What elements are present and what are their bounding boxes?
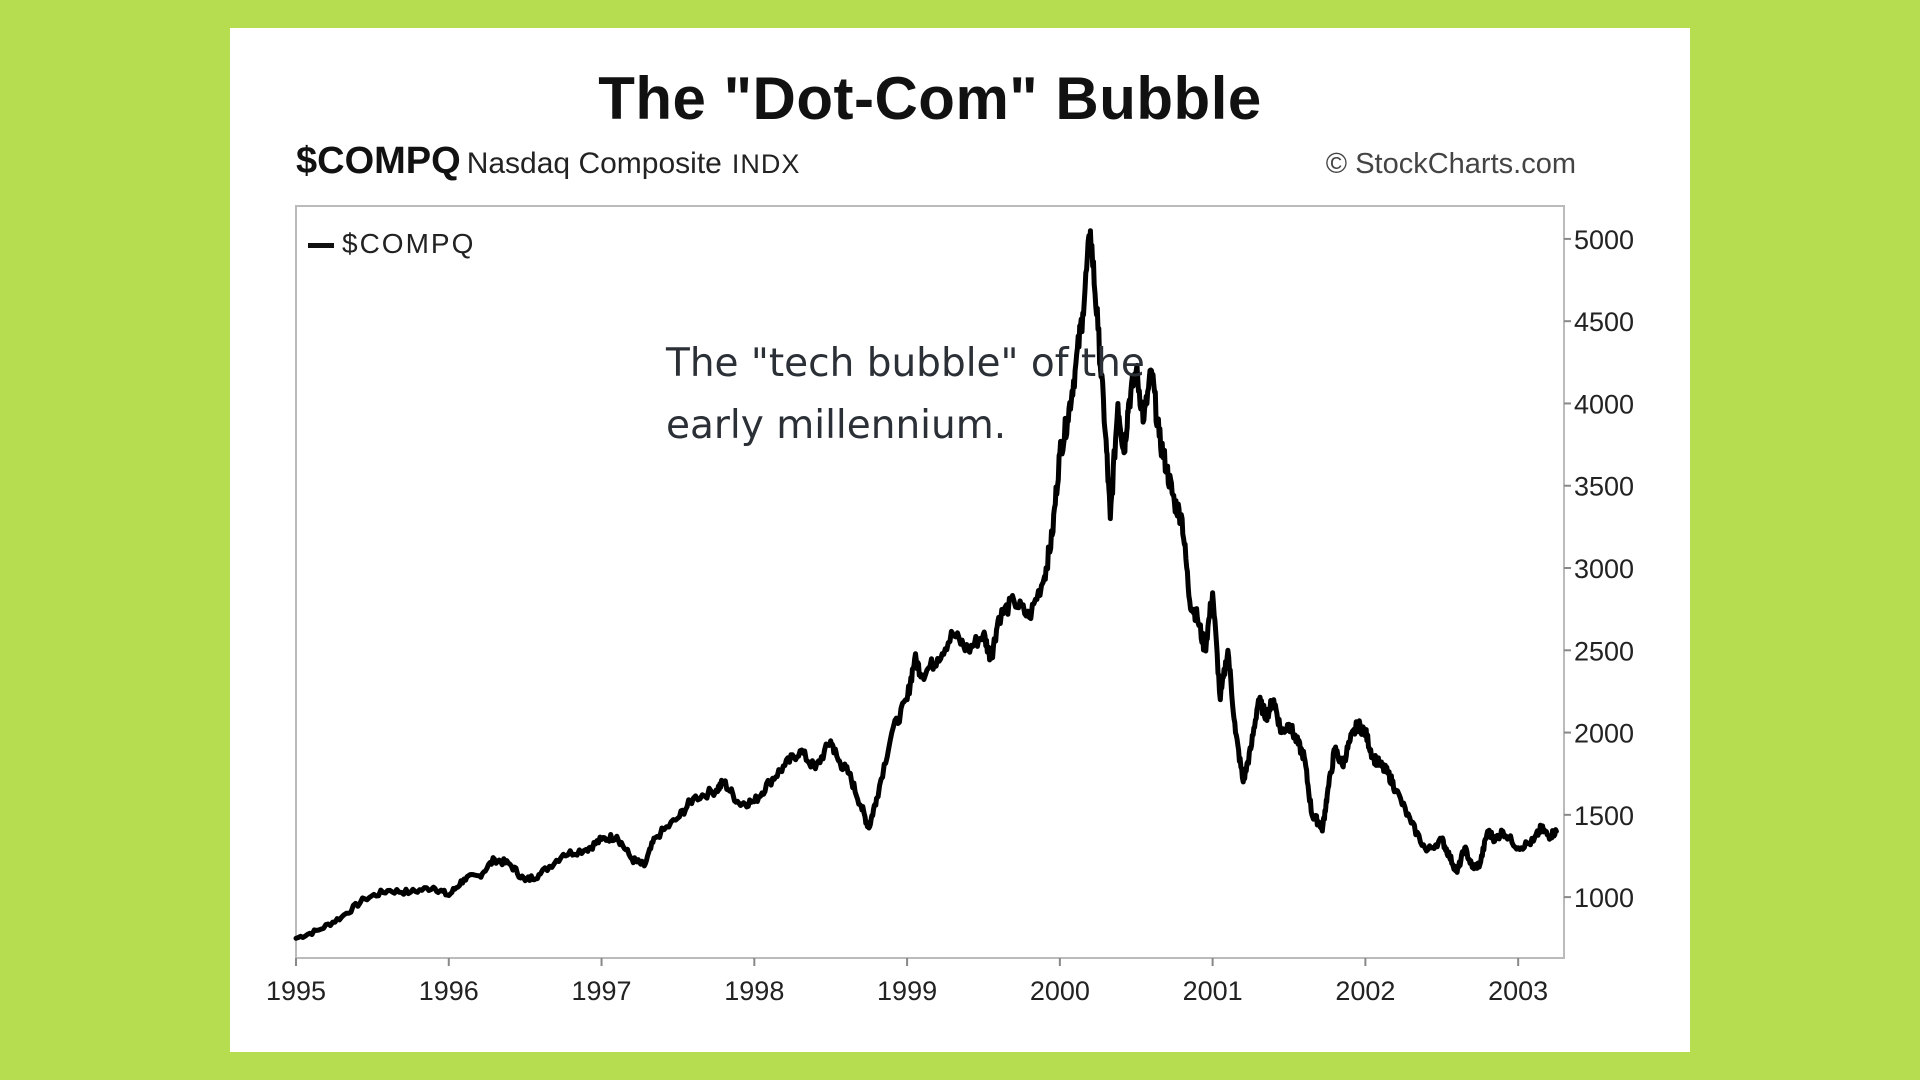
index-name: Nasdaq Composite — [466, 147, 722, 180]
x-tick-label: 1998 — [724, 976, 784, 1006]
y-tick-label: 2000 — [1574, 719, 1634, 749]
x-tick-label: 2000 — [1030, 976, 1090, 1006]
plot-frame — [295, 205, 1565, 959]
chart-svg: 5000 4500 4000 3500 3000 2500 2000 1500 1000 199… — [266, 205, 1634, 1006]
legend-swatch — [308, 243, 334, 249]
y-tick-label: 4500 — [1574, 307, 1634, 337]
y-tick-label: 1000 — [1574, 883, 1634, 913]
index-type: INDX — [731, 149, 801, 179]
y-tick-label: 5000 — [1574, 225, 1634, 255]
legend-label: $COMPQ — [342, 228, 476, 259]
annotation: The "tech bubble" of the early millenniu… — [666, 333, 1226, 457]
y-tick-label: 1500 — [1574, 801, 1634, 831]
y-tick-label: 3000 — [1574, 554, 1634, 584]
slide: The "Dot-Com" Bubble $COMPQ Nasdaq Compos… — [230, 28, 1690, 1052]
y-tick-label: 2500 — [1574, 636, 1634, 666]
copyright-text: © StockCharts.com — [1325, 148, 1576, 180]
x-axis: 1995 1996 1997 1998 1999 2000 2001 2002 2003 — [266, 958, 1548, 1006]
chart-header: $COMPQ Nasdaq Composite INDX © StockCharts… — [296, 140, 1576, 190]
x-tick-label: 1995 — [266, 976, 326, 1006]
y-axis: 5000 4500 4000 3500 3000 2500 2000 1500 1000 — [1564, 225, 1634, 913]
x-tick-label: 1999 — [877, 976, 937, 1006]
series-layer — [293, 228, 1559, 941]
x-tick-label: 2002 — [1335, 976, 1395, 1006]
ticker-symbol: $COMPQ — [296, 140, 461, 182]
x-tick-label: 1996 — [419, 976, 479, 1006]
x-tick-label: 1997 — [572, 976, 632, 1006]
chart-title: The "Dot-Com" Bubble — [598, 65, 1262, 132]
x-tick-label: 2001 — [1183, 976, 1243, 1006]
y-tick-label: 4000 — [1574, 389, 1634, 419]
annotation-line-2: early millennium. — [666, 403, 1007, 448]
series-line — [293, 228, 1559, 941]
annotation-line-1: The "tech bubble" of the — [666, 341, 1145, 386]
x-tick-label: 2003 — [1488, 976, 1548, 1006]
y-tick-label: 3500 — [1574, 472, 1634, 502]
legend: $COMPQ — [308, 228, 475, 260]
